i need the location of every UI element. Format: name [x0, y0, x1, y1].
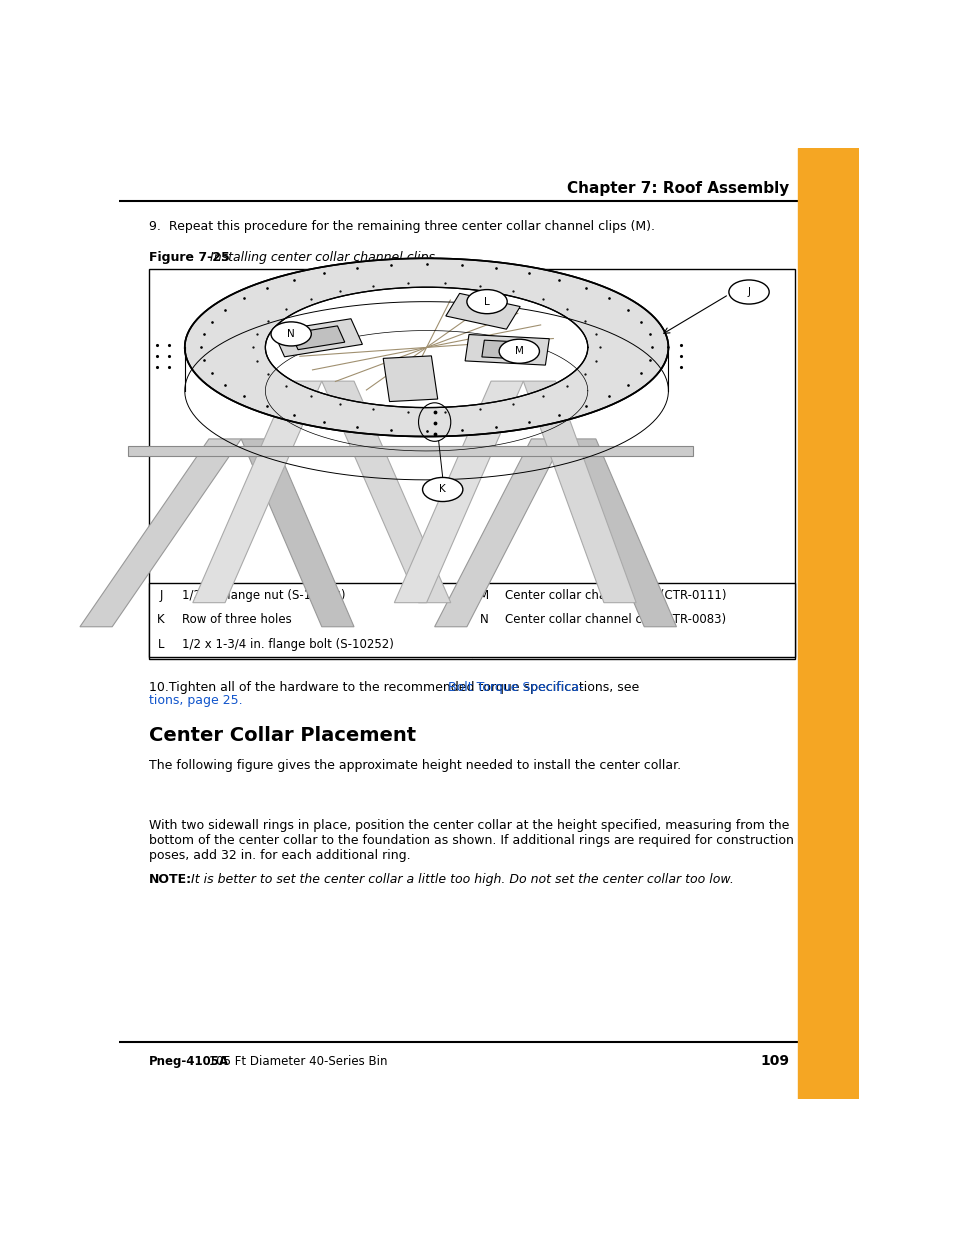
Text: Center Collar Placement: Center Collar Placement	[149, 726, 416, 746]
Bar	[149, 269, 794, 658]
Text: L: L	[484, 296, 490, 306]
Text: 105 Ft Diameter 40-Series Bin: 105 Ft Diameter 40-Series Bin	[205, 1055, 387, 1067]
Text: Bolt Torque Specifica-: Bolt Torque Specifica-	[447, 680, 583, 694]
Text: Figure 7-25: Figure 7-25	[149, 251, 230, 264]
Text: J: J	[747, 287, 750, 296]
Text: It is better to set the center collar a little too high. Do not set the center c: It is better to set the center collar a …	[187, 873, 733, 885]
Text: M: M	[515, 346, 523, 356]
Text: tions, page 25.: tions, page 25.	[149, 694, 242, 708]
Text: Installing center collar channel clips: Installing center collar channel clips	[206, 251, 435, 264]
Circle shape	[466, 290, 507, 314]
Text: Pneg-4105A: Pneg-4105A	[149, 1055, 229, 1067]
Polygon shape	[481, 340, 532, 359]
Text: Center collar channel clip (CTR-0111): Center collar channel clip (CTR-0111)	[505, 589, 726, 601]
Bar	[797, 148, 858, 1099]
Text: L: L	[157, 638, 164, 651]
Polygon shape	[383, 356, 437, 401]
Circle shape	[422, 478, 462, 501]
Polygon shape	[185, 347, 668, 436]
Polygon shape	[394, 382, 523, 603]
Text: 109: 109	[760, 1055, 788, 1068]
Polygon shape	[193, 382, 321, 603]
Text: NOTE:: NOTE:	[149, 873, 192, 885]
Text: K: K	[439, 484, 446, 494]
Text: With two sidewall rings in place, position the center collar at the height speci: With two sidewall rings in place, positi…	[149, 819, 821, 862]
Text: The following figure gives the approximate height needed to install the center c: The following figure gives the approxima…	[149, 758, 680, 772]
Text: 1/2 in. flange nut (S-10253): 1/2 in. flange nut (S-10253)	[182, 589, 345, 601]
Polygon shape	[321, 382, 450, 603]
Text: 10.Tighten all of the hardware to the recommended torque specifications, see: 10.Tighten all of the hardware to the re…	[149, 680, 642, 694]
Text: 1/2 x 1-3/4 in. flange bolt (S-10252): 1/2 x 1-3/4 in. flange bolt (S-10252)	[182, 638, 394, 651]
Text: J: J	[159, 589, 163, 601]
Polygon shape	[185, 258, 668, 436]
Text: K: K	[157, 614, 165, 626]
Text: M: M	[478, 589, 489, 601]
Polygon shape	[291, 326, 344, 350]
Text: 9.  Repeat this procedure for the remaining three center collar channel clips (M: 9. Repeat this procedure for the remaini…	[149, 220, 654, 232]
Text: Center collar channel clip (CTR-0083): Center collar channel clip (CTR-0083)	[505, 614, 725, 626]
Polygon shape	[241, 438, 354, 627]
Polygon shape	[563, 438, 676, 627]
Text: Chapter 7: Roof Assembly: Chapter 7: Roof Assembly	[566, 180, 788, 195]
Text: N: N	[287, 329, 294, 338]
Circle shape	[728, 280, 768, 304]
Text: Row of three holes: Row of three holes	[182, 614, 292, 626]
Polygon shape	[465, 335, 549, 366]
Polygon shape	[80, 438, 241, 627]
Polygon shape	[128, 446, 692, 456]
Text: N: N	[479, 614, 488, 626]
Polygon shape	[273, 319, 362, 357]
Polygon shape	[523, 382, 636, 603]
Polygon shape	[435, 438, 563, 627]
Circle shape	[498, 340, 538, 363]
Polygon shape	[445, 294, 519, 330]
Bar	[149, 583, 794, 657]
Circle shape	[271, 322, 311, 346]
